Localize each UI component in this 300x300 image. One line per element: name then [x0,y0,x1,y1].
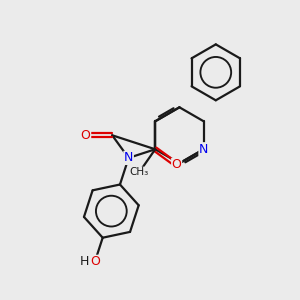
Text: N: N [124,152,133,164]
Text: H: H [80,255,89,268]
Text: CH₃: CH₃ [130,167,149,177]
Text: O: O [172,158,182,171]
Text: O: O [90,255,100,268]
Text: N: N [199,143,208,156]
Text: O: O [81,129,91,142]
